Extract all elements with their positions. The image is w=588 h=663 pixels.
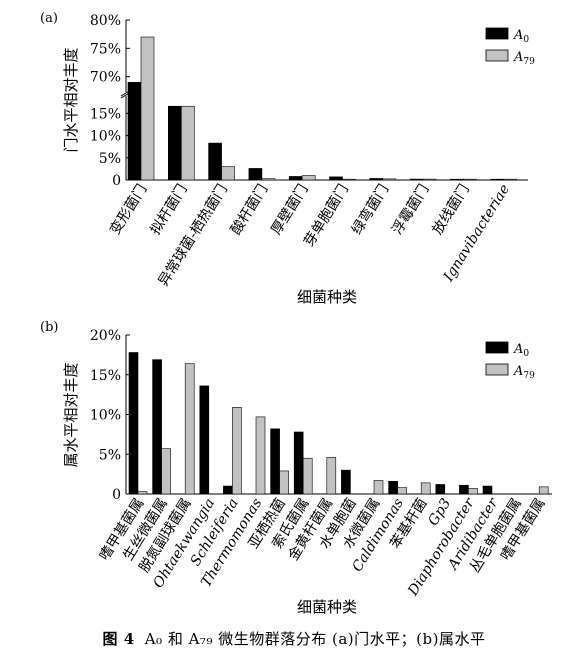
panel-a-y-tick-label: 10% (90, 129, 121, 145)
panel-b-y-tick-label: 10% (90, 408, 121, 424)
panel-b-label: (b) (40, 320, 58, 335)
bar-a-a0-7 (409, 178, 424, 181)
bar-b-a79-17 (538, 486, 549, 495)
panel-a-label: (a) (40, 11, 58, 26)
bar-b-a79-6 (279, 470, 289, 495)
bar-a-a79-4 (301, 175, 316, 181)
legend-label-a0: A0 (513, 28, 529, 45)
bar-a-a0-6 (369, 178, 384, 181)
bar-a-a79-7 (422, 178, 437, 181)
bar-b-a79-8 (326, 457, 337, 495)
bar-b-a0-1 (152, 359, 162, 495)
legend-swatch-a0 (485, 341, 509, 354)
bar-b-a79-1 (161, 448, 171, 495)
bar-b-a0-3 (199, 385, 210, 495)
bar-b-a0-6 (270, 428, 280, 495)
bar-a-a0-4 (288, 176, 303, 181)
bar-a-a79-9 (503, 178, 518, 181)
panel-a-category-label: 拟杆菌门 (147, 182, 190, 238)
panel-b-y-tick-label: 20% (90, 328, 121, 344)
bar-a-a0-9 (490, 178, 505, 181)
panel-a-y-tick-label: 0 (112, 173, 121, 189)
bar-a-a0-5 (329, 176, 343, 181)
panel-b-y-axis-title: 属水平相对丰度 (62, 362, 80, 467)
panel-a-category-label: 变形菌门 (107, 182, 150, 238)
bar-a-a79-2 (221, 166, 235, 181)
panel-a-y-axis-title: 门水平相对丰度 (62, 47, 80, 152)
panel-a-phylum-chart: (a) 门水平相对丰度 0 5% 10% 15% 70% 75% 80% 变形菌门拟杆菌门异… (40, 11, 535, 306)
bar-a-a79-0 (140, 36, 155, 181)
bar-b-a79-12 (420, 482, 431, 495)
bar-b-a79-5 (255, 416, 266, 495)
panel-a-category-label: 放线菌门 (430, 182, 473, 238)
bar-a-a0-2 (208, 142, 222, 181)
caption-text: A₀ 和 A₇₉ 微生物群落分布 (a)门水平；(b)属水平 (144, 630, 486, 648)
bar-b-a0-11 (388, 480, 398, 495)
caption-label: 图 4 (102, 630, 135, 648)
panel-a-category-labels: 变形菌门拟杆菌门异常球菌-栖热菌门酸杆菌门厚壁菌门芽单胞菌门绿弯菌门浮霉菌门放线… (107, 181, 513, 289)
legend-label-a79: A79 (513, 364, 535, 381)
bar-b-a0-4 (223, 485, 233, 495)
bar-b-a0-15 (482, 485, 493, 495)
panel-a-y-tick-label: 5% (99, 151, 121, 167)
bar-b-a79-4 (232, 407, 242, 495)
panel-a-category-label: 厚壁菌门 (268, 182, 311, 238)
legend-swatch-a79 (485, 363, 509, 376)
bar-a-a0-0 (127, 82, 142, 181)
legend-swatch-a0 (485, 27, 509, 40)
bar-b-a0-7 (293, 431, 304, 495)
bar-b-a0-13 (435, 484, 446, 495)
bar-a-a79-1 (181, 105, 195, 181)
panel-a-y-tick-label: 80% (90, 13, 121, 29)
bar-b-a0-9 (341, 469, 351, 495)
panel-a-bars (127, 36, 518, 181)
panel-a-y-tick-label: 70% (90, 70, 121, 86)
legend-label-a79: A79 (513, 50, 535, 67)
panel-b-bars (128, 352, 549, 495)
panel-b-y-tick-label: 0 (112, 487, 121, 503)
bar-b-a79-10 (373, 480, 384, 495)
panel-b-y-tick-label: 15% (90, 368, 121, 384)
bar-a-a79-8 (463, 178, 477, 181)
panel-a-y-tick-label: 75% (90, 41, 121, 57)
bar-a-a0-1 (168, 105, 182, 181)
panel-b-y-tick-label: 5% (99, 447, 121, 463)
bar-a-a79-5 (342, 178, 356, 181)
legend-label-a0: A0 (513, 342, 529, 359)
bar-b-a79-14 (468, 488, 478, 495)
panel-b-x-axis-title: 细菌种类 (297, 598, 357, 616)
bar-a-a0-8 (450, 178, 464, 181)
bar-b-a0-0 (128, 352, 139, 495)
panel-a-y-ticks: 0 5% 10% 15% 70% 75% 80% (90, 13, 130, 189)
bar-b-a79-0 (137, 491, 148, 495)
bar-b-a79-7 (302, 457, 313, 495)
bar-a-a79-6 (382, 178, 397, 181)
panel-b-y-ticks: 0 5% 10% 15% 20% (90, 328, 130, 503)
bar-a-a79-3 (261, 178, 276, 181)
panel-b-category-labels: 嗜甲基菌属生丝微菌属脱氮副球菌属OhtaekwangiaSchleiferiaT… (96, 495, 549, 600)
figure-caption: 图 4 A₀ 和 A₇₉ 微生物群落分布 (a)门水平；(b)属水平 (0, 628, 588, 649)
panel-a-category-label: 绿弯菌门 (348, 181, 392, 237)
panel-b-genus-chart: (b) 属水平相对丰度 0 5% 10% 15% 20% 嗜甲基菌属生丝微菌属脱氮副球菌… (40, 320, 552, 616)
panel-a-y-tick-label: 15% (90, 106, 121, 122)
bar-b-a79-2 (184, 363, 195, 495)
bar-b-a79-11 (397, 487, 407, 495)
panel-a-category-label: 酸杆菌门 (228, 182, 271, 238)
panel-a-category-label: 浮霉菌门 (389, 182, 432, 238)
bar-b-a0-14 (459, 484, 469, 495)
legend-swatch-a79 (485, 49, 509, 62)
bar-a-a0-3 (248, 168, 263, 181)
panel-a-x-axis-title: 细菌种类 (297, 288, 357, 306)
